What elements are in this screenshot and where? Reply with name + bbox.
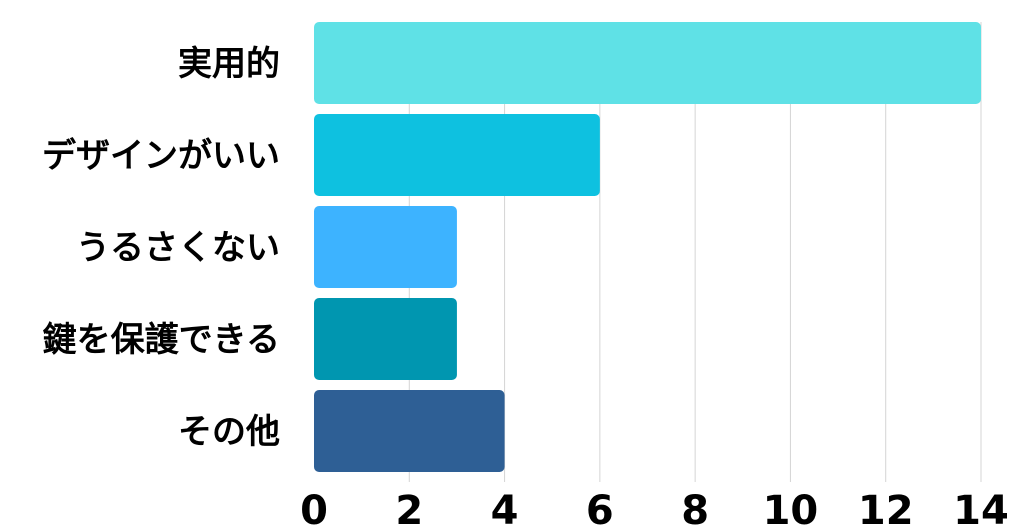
- x-tick-label: 10: [763, 488, 819, 532]
- x-tick-label: 12: [858, 488, 914, 532]
- category-label: デザインがいい: [42, 136, 280, 176]
- x-tick-labels: 0 2 4 6 8 10 12 14: [300, 488, 1009, 532]
- x-tick-label: 14: [953, 488, 1009, 532]
- bar: [314, 22, 981, 104]
- bar: [314, 206, 457, 288]
- x-tick-label: 0: [300, 488, 328, 532]
- x-tick-label: 8: [681, 488, 709, 532]
- category-label: 鍵を保護できる: [43, 320, 280, 360]
- category-label: 実用的: [178, 44, 280, 84]
- bar: [314, 114, 600, 196]
- x-tick-label: 6: [586, 488, 614, 532]
- bars: [314, 22, 981, 472]
- x-tick-label: 2: [395, 488, 423, 532]
- bar: [314, 298, 457, 380]
- x-tick-label: 4: [491, 488, 519, 532]
- bar: [314, 390, 505, 472]
- category-label: その他: [178, 412, 280, 452]
- category-label: うるさくない: [76, 228, 280, 268]
